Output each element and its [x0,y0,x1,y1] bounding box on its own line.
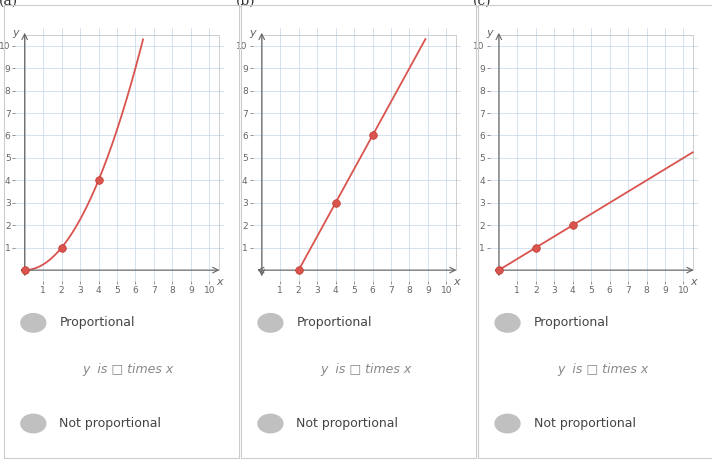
Text: x: x [691,277,697,288]
Circle shape [495,414,520,433]
Circle shape [258,414,283,433]
Text: y: y [12,28,19,38]
Text: Proportional: Proportional [296,316,372,329]
Text: Not proportional: Not proportional [296,417,399,430]
Text: (a): (a) [0,0,18,7]
Circle shape [495,313,520,332]
Text: y: y [249,28,256,38]
Text: x: x [216,277,223,288]
Text: y: y [486,28,493,38]
Text: y  is □ times x: y is □ times x [557,363,648,376]
Circle shape [21,414,46,433]
Text: Proportional: Proportional [59,316,135,329]
Text: (c): (c) [473,0,491,7]
Circle shape [258,313,283,332]
Circle shape [21,313,46,332]
Text: Not proportional: Not proportional [533,417,636,430]
Text: y  is □ times x: y is □ times x [83,363,174,376]
Text: y  is □ times x: y is □ times x [320,363,411,376]
Text: Proportional: Proportional [533,316,609,329]
Text: (b): (b) [236,0,256,7]
Text: x: x [454,277,460,288]
Text: Not proportional: Not proportional [59,417,162,430]
